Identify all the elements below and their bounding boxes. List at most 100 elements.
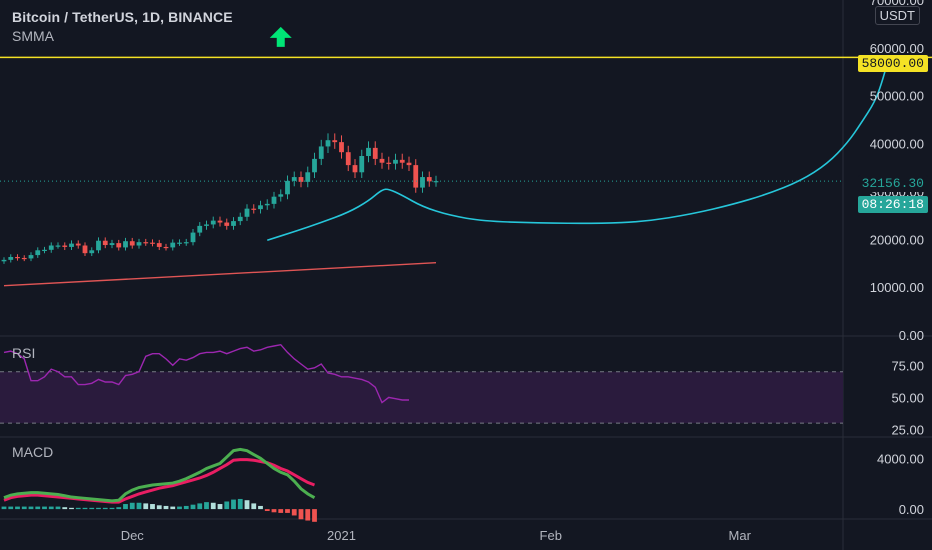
candle (136, 242, 142, 246)
macd-line (3, 447, 316, 503)
candle (426, 177, 432, 182)
macd-histogram-bar (244, 500, 250, 510)
macd-histogram-bar (82, 507, 88, 510)
candle (150, 242, 155, 244)
candle (264, 203, 270, 206)
macd-histogram-bar (231, 499, 236, 510)
candle (102, 240, 108, 246)
rsi-tick-label: 25.00 (891, 423, 924, 438)
candle (406, 162, 412, 166)
candle (413, 165, 419, 188)
last-price-tag: 32156.30 (857, 175, 928, 192)
macd-histogram-bar (271, 509, 277, 513)
price-tick-label: 10000.00 (870, 280, 924, 295)
macd-histogram-bar (251, 503, 257, 510)
candle (420, 177, 425, 188)
candle (21, 257, 27, 260)
candle (379, 158, 385, 163)
price-tick-label: 70000.00 (870, 0, 924, 8)
candle (123, 241, 128, 248)
macd-tick-label: 4000.00 (877, 451, 924, 466)
macd-histogram-bar (123, 504, 128, 510)
macd-histogram-bar (15, 506, 20, 510)
candle (55, 245, 61, 247)
candle (8, 256, 14, 260)
candle (339, 142, 344, 153)
macd-histogram-bar (291, 509, 297, 516)
indicator-label[interactable]: SMMA (12, 28, 54, 44)
candle (170, 242, 176, 248)
candle (75, 243, 81, 246)
candle (82, 245, 88, 254)
macd-histogram-bar (177, 506, 182, 510)
candle (96, 240, 101, 251)
candle (345, 152, 351, 166)
macd-histogram-bar (237, 498, 243, 510)
macd-histogram-bar (217, 504, 223, 510)
candle (359, 156, 365, 173)
macd-histogram-bar (183, 505, 189, 510)
macd-histogram-bar (129, 502, 135, 510)
candle (116, 243, 122, 248)
macd-histogram-bar (55, 506, 61, 510)
candle (109, 243, 115, 246)
macd-histogram-bar (69, 507, 74, 510)
macd-histogram-bar (28, 506, 34, 510)
macd-histogram-bar (163, 505, 169, 510)
candle (224, 222, 230, 226)
macd-histogram-bar (62, 507, 68, 510)
candle (210, 220, 216, 225)
macd-histogram-bar (204, 502, 209, 510)
x-tick-label: Mar (729, 528, 752, 543)
price-tick-label: 50000.00 (870, 89, 924, 104)
candle (197, 225, 203, 233)
candle (312, 158, 317, 173)
candle (1, 259, 7, 262)
macd-histogram-bar (278, 509, 284, 513)
macd-histogram-bar (258, 505, 263, 510)
candle (285, 180, 290, 195)
candle (372, 147, 378, 159)
candle (69, 243, 74, 247)
macd-histogram-bar (170, 506, 176, 510)
candle (231, 221, 236, 226)
macd-tick-label: 0.00 (899, 502, 924, 517)
candle (190, 232, 196, 243)
macd-histogram-bar (298, 509, 304, 520)
candle (217, 220, 223, 223)
candle (433, 181, 439, 183)
macd-histogram-bar (35, 506, 41, 510)
candle (129, 241, 135, 246)
x-tick-label: Dec (121, 528, 145, 543)
rsi-pane-label[interactable]: RSI (12, 345, 36, 361)
candle (15, 256, 20, 259)
macd-histogram-bar (143, 503, 149, 510)
macd-histogram-bar (312, 509, 317, 522)
macd-histogram-bar (305, 509, 311, 521)
countdown-tag: 08:26:18 (857, 196, 928, 213)
axis-layer: Dec2021FebMar0.0010000.0020000.0030000.0… (121, 0, 924, 543)
moving-average-line (3, 262, 437, 287)
candle (325, 140, 331, 147)
macd-pane-label[interactable]: MACD (12, 444, 54, 460)
macd-histogram-bar (116, 507, 122, 510)
symbol-title[interactable]: Bitcoin / TetherUS, 1D, BINANCE (12, 9, 233, 25)
macd-histogram-bar (210, 502, 216, 510)
macd-histogram-bar (136, 502, 142, 510)
price-tick-label: 40000.00 (870, 137, 924, 152)
currency-button[interactable]: USDT (874, 6, 920, 25)
rsi-band-layer (0, 371, 843, 424)
macd-histogram-bar (285, 509, 290, 513)
macd-histogram-bar (102, 507, 108, 510)
candle (298, 177, 304, 182)
candle (278, 194, 284, 197)
rsi-line (3, 343, 409, 404)
candle (399, 159, 405, 163)
candle (62, 245, 68, 247)
candle (48, 245, 54, 250)
macd-histogram-bar (75, 507, 81, 510)
macd-histogram-bar (42, 506, 47, 510)
x-tick-label: 2021 (327, 528, 356, 543)
macd-histogram-bar (48, 506, 54, 510)
